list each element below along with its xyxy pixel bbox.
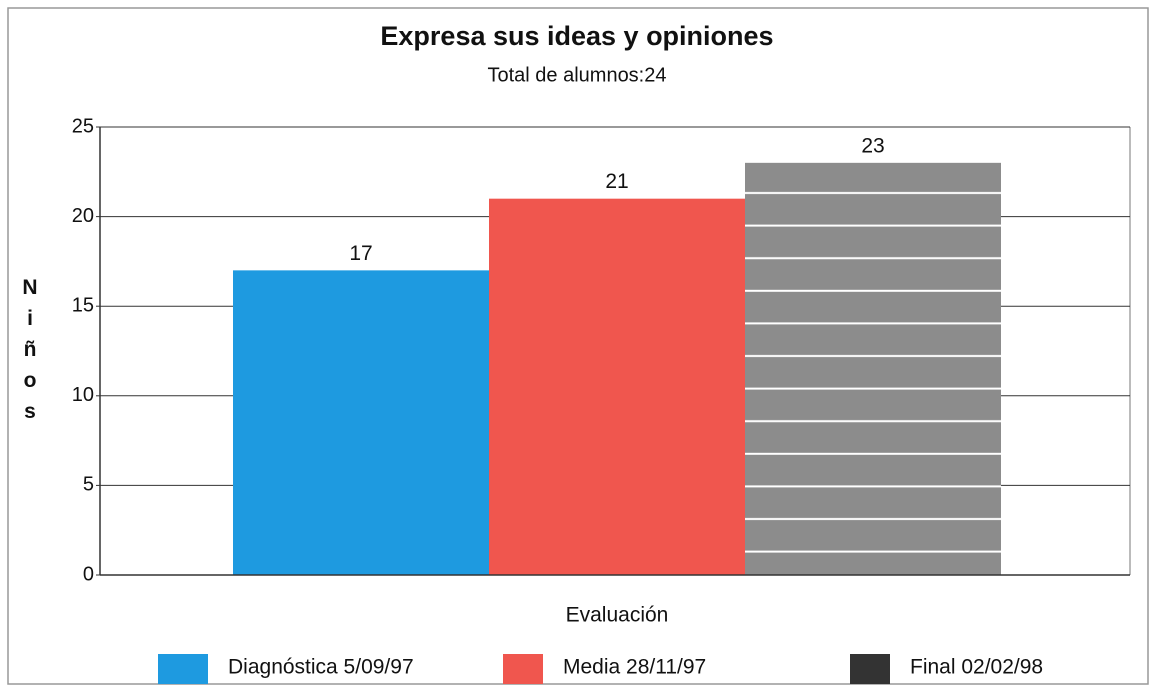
- legend-swatch: [850, 654, 890, 684]
- legend-swatch: [503, 654, 543, 684]
- bar: [489, 198, 745, 575]
- legend-label: Final 02/02/98: [910, 656, 1043, 679]
- legend-swatch: [158, 654, 208, 684]
- bar: [233, 270, 489, 575]
- chart-title: Expresa sus ideas y opiniones: [380, 21, 773, 51]
- legend-label: Media 28/11/97: [563, 656, 706, 679]
- frame: [7, 7, 1149, 685]
- y-tick-label: 20: [72, 205, 94, 227]
- y-tick-label: 15: [72, 294, 94, 316]
- legend-label: Diagnóstica 5/09/97: [228, 656, 414, 679]
- chart-subtitle: Total de alumnos:24: [487, 64, 666, 86]
- y-tick-label: 10: [72, 384, 94, 406]
- y-axis-label: Niños: [22, 276, 38, 423]
- data-label: 17: [349, 242, 372, 265]
- x-axis-label: Evaluación: [566, 604, 669, 627]
- y-tick-label: 5: [83, 474, 94, 496]
- bar: [745, 162, 1001, 575]
- y-tick-label: 25: [72, 115, 94, 137]
- y-tick-label: 0: [83, 563, 94, 585]
- data-label: 21: [605, 170, 628, 193]
- data-label: 23: [861, 134, 884, 157]
